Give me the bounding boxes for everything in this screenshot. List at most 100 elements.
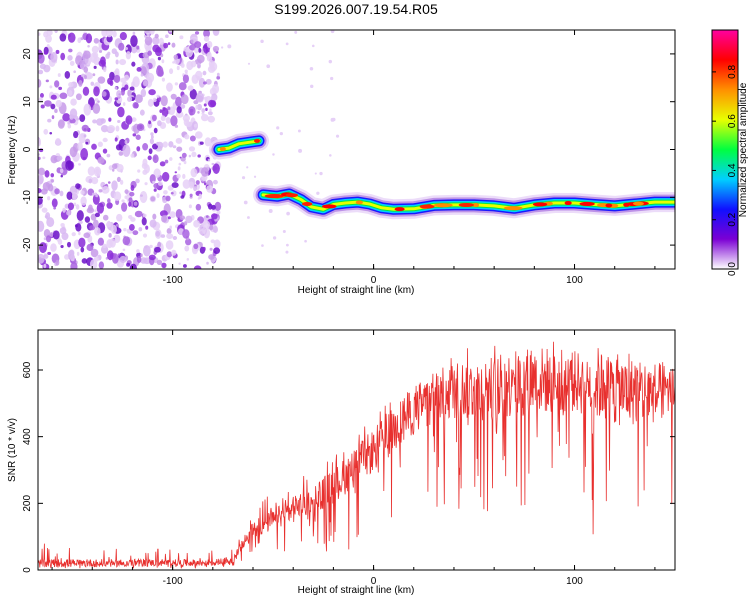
- noise-blob: [206, 40, 213, 49]
- noise-blob: [184, 245, 190, 252]
- noise-blob: [92, 73, 96, 77]
- noise-blob: [202, 220, 211, 229]
- noise-speck: [272, 153, 275, 156]
- noise-blob: [211, 162, 215, 166]
- noise-blob: [119, 179, 124, 185]
- snr-ylabel: SNR (10 * v/v): [7, 418, 18, 482]
- noise-blob: [147, 155, 152, 161]
- noise-blob: [38, 97, 43, 103]
- spectrogram-xlabel: Height of straight line (km): [298, 285, 415, 296]
- noise-blob: [83, 66, 89, 73]
- trace-hotspot: [632, 201, 644, 206]
- colorbar-tick-label: 0.4: [727, 163, 738, 177]
- noise-blob: [201, 108, 206, 113]
- noise-blob: [54, 30, 58, 33]
- trace-hotspot: [254, 138, 261, 143]
- noise-blob: [142, 245, 151, 257]
- noise-blob: [170, 191, 174, 195]
- noise-blob: [95, 193, 99, 198]
- noise-blob: [41, 207, 48, 213]
- noise-blob: [118, 93, 121, 96]
- noise-blob: [182, 179, 191, 189]
- noise-blob: [82, 86, 90, 96]
- noise-blob: [160, 234, 166, 238]
- noise-blob: [38, 167, 46, 176]
- noise-blob: [79, 114, 86, 122]
- noise-blob: [87, 44, 90, 48]
- noise-blob: [173, 54, 179, 60]
- noise-blob: [117, 119, 121, 123]
- noise-blob: [144, 36, 153, 46]
- noise-speck: [304, 239, 307, 243]
- spectrogram-ylabel: Frequency (Hz): [7, 116, 18, 185]
- noise-blob: [144, 164, 150, 174]
- noise-blob: [70, 261, 78, 269]
- noise-blob: [210, 100, 217, 108]
- snr-ytick-label: 400: [22, 428, 33, 445]
- trace-hotspot: [264, 194, 284, 199]
- spectrogram-ytick-label: 20: [22, 48, 33, 60]
- noise-blob: [49, 85, 53, 89]
- noise-speck: [279, 131, 283, 136]
- noise-speck: [247, 216, 250, 219]
- noise-blob: [196, 63, 202, 69]
- noise-blob: [78, 237, 86, 248]
- noise-blob: [69, 114, 74, 120]
- noise-blob: [117, 106, 125, 118]
- noise-blob: [139, 109, 145, 116]
- noise-blob: [179, 215, 186, 221]
- noise-blob: [174, 124, 179, 128]
- noise-speck: [335, 134, 340, 138]
- noise-blob: [128, 223, 135, 231]
- noise-blob: [135, 178, 140, 184]
- noise-blob: [68, 82, 74, 88]
- noise-blob: [157, 120, 162, 127]
- noise-blob: [55, 99, 62, 108]
- chart-title: S199.2026.007.19.54.R05: [274, 1, 438, 17]
- trace-hotspot: [623, 202, 630, 207]
- noise-blob: [182, 229, 190, 239]
- noise-blob: [105, 30, 113, 38]
- noise-blob: [106, 239, 113, 249]
- noise-blob: [157, 181, 163, 187]
- noise-blob: [43, 128, 49, 135]
- noise-blob: [106, 153, 111, 158]
- noise-blob: [107, 77, 113, 85]
- noise-blob: [139, 190, 148, 204]
- noise-blob: [126, 96, 133, 102]
- noise-blob: [191, 151, 197, 158]
- noise-blob: [156, 259, 163, 266]
- noise-blob: [121, 199, 125, 203]
- noise-blob: [75, 55, 83, 66]
- noise-blob: [163, 42, 169, 49]
- noise-blob: [200, 167, 209, 177]
- snr-ytick-label: 600: [22, 361, 33, 378]
- noise-blob: [38, 196, 43, 205]
- noise-blob: [107, 51, 111, 56]
- noise-blob: [54, 188, 60, 195]
- noise-blob: [133, 201, 138, 206]
- noise-blob: [90, 248, 99, 258]
- noise-blob: [205, 215, 209, 218]
- noise-blob: [172, 145, 177, 149]
- noise-blob: [183, 160, 187, 165]
- noise-blob: [206, 51, 212, 60]
- noise-blob: [185, 71, 188, 76]
- trace-hotspot: [472, 203, 480, 208]
- noise-blob: [150, 132, 154, 136]
- noise-blob: [68, 48, 73, 53]
- trace-hotspot: [433, 203, 453, 208]
- noise-blob: [148, 120, 152, 125]
- noise-blob: [165, 34, 169, 39]
- noise-blob: [175, 96, 182, 107]
- noise-blob: [86, 243, 94, 252]
- noise-blob: [149, 138, 154, 145]
- noise-blob: [178, 82, 187, 91]
- noise-blob: [106, 35, 113, 43]
- noise-blob: [59, 33, 67, 42]
- noise-blob: [169, 225, 173, 230]
- noise-blob: [124, 189, 129, 194]
- noise-blob: [40, 104, 45, 109]
- noise-blob: [166, 82, 173, 92]
